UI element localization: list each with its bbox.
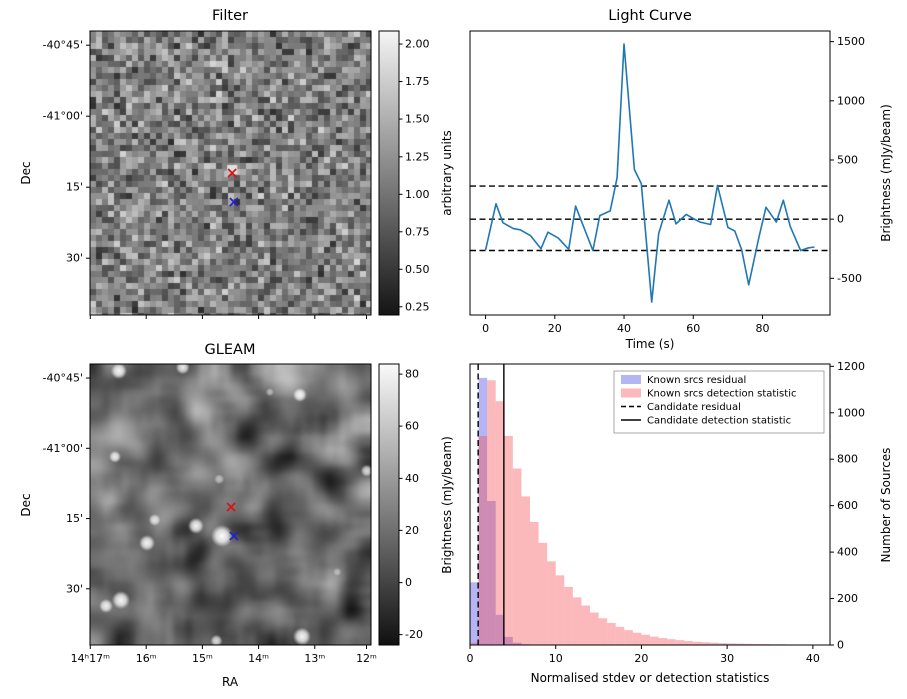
filter-colorbar-tick-label: 0.75 xyxy=(405,225,430,238)
light-curve-ytick-label: -500 xyxy=(837,272,862,285)
filter-ytick-label: -41°00' xyxy=(43,110,84,123)
filter-ylabel: Dec xyxy=(19,161,33,185)
light-curve-ytick-label: 500 xyxy=(837,153,858,166)
light-curve-xlabel: Time (s) xyxy=(625,337,675,351)
gleam-colorbar-tick-label: 60 xyxy=(405,420,419,433)
light-curve-ytick-label: 0 xyxy=(837,213,844,226)
light-curve-xtick-label: 0 xyxy=(482,322,489,335)
gleam-ytick-label: 30' xyxy=(66,582,83,595)
filter-colorbar xyxy=(379,31,399,315)
light-curve-ylabel: Brightness (mJy/beam) xyxy=(879,104,893,242)
gleam-xtick-label: 13ᵐ xyxy=(304,652,325,665)
histogram-ytick-label: 0 xyxy=(837,639,844,652)
gleam-xtick-label: 16ᵐ xyxy=(136,652,157,665)
gleam-colorbar-label: Brightness (mJy/beam) xyxy=(440,436,454,574)
histogram-xtick-label: 40 xyxy=(806,652,820,665)
light-curve-xtick-label: 40 xyxy=(617,322,631,335)
light-curve-line xyxy=(484,43,815,303)
histogram-ytick-label: 1000 xyxy=(837,406,865,419)
legend-label: Candidate detection statistic xyxy=(647,416,791,427)
light-curve-xtick-label: 80 xyxy=(756,322,770,335)
filter-colorbar-tick-label: 1.75 xyxy=(405,75,430,88)
filter-colorbar-tick-label: 0.25 xyxy=(405,300,430,313)
gleam-image xyxy=(90,364,371,645)
gleam-colorbar-tick-label: 20 xyxy=(405,524,419,537)
legend-swatch xyxy=(621,375,641,384)
filter-colorbar-tick-label: 2.00 xyxy=(405,38,430,51)
gleam-xtick-label: 15ᵐ xyxy=(192,652,213,665)
gleam-ytick-label: -41°00' xyxy=(43,442,84,455)
gleam-ytick-label: 15' xyxy=(66,512,83,525)
filter-ytick-label: 30' xyxy=(66,252,83,265)
legend-box xyxy=(613,370,825,434)
gleam-colorbar-tick-label: 0 xyxy=(405,576,412,589)
histogram-xlabel: Normalised stdev or detection statistics xyxy=(530,671,770,685)
filter-colorbar-tick-label: 1.50 xyxy=(405,113,430,126)
gleam-xtick-label: 12ᵐ xyxy=(356,652,377,665)
histogram-ytick-label: 1200 xyxy=(837,360,865,373)
histogram-xtick-label: 0 xyxy=(467,652,474,665)
light-curve-title: Light Curve xyxy=(608,8,692,24)
filter-ytick-label: 15' xyxy=(66,181,83,194)
gleam-colorbar-tick-label: -20 xyxy=(405,628,423,641)
legend-label: Known srcs residual xyxy=(647,375,746,386)
legend-label: Known srcs detection statistic xyxy=(647,389,796,400)
gleam-ytick-label: -40°45' xyxy=(43,372,84,385)
filter-colorbar-tick-label: 0.50 xyxy=(405,263,430,276)
gleam-colorbar-tick-label: 40 xyxy=(405,472,419,485)
hist-series xyxy=(470,377,548,645)
histogram-ytick-label: 800 xyxy=(837,453,858,466)
legend-label: Candidate residual xyxy=(647,402,741,413)
histogram-frame xyxy=(469,363,831,646)
filter-colorbar-tick-label: 1.25 xyxy=(405,150,430,163)
filter-colorbar-tick-label: 1.00 xyxy=(405,188,430,201)
gleam-ylabel: Dec xyxy=(19,493,33,517)
light-curve-xtick-label: 20 xyxy=(548,322,562,335)
gleam-xlabel: RA xyxy=(221,675,239,689)
light-curve-ytick-label: 1000 xyxy=(837,94,865,107)
histogram-xtick-label: 10 xyxy=(549,652,563,665)
light-curve-xtick-label: 60 xyxy=(686,322,700,335)
histogram-ytick-label: 600 xyxy=(837,499,858,512)
legend-swatch xyxy=(621,388,641,398)
filter-ytick-label: -40°45' xyxy=(43,39,84,52)
histogram-xtick-label: 30 xyxy=(720,652,734,665)
light-curve-frame xyxy=(469,30,831,316)
light-curve-ytick-label: 1500 xyxy=(837,35,865,48)
hist-series xyxy=(470,380,830,645)
histogram-ytick-label: 200 xyxy=(837,592,858,605)
gleam-colorbar xyxy=(379,364,399,645)
histogram-xtick-label: 20 xyxy=(634,652,648,665)
gleam-title: GLEAM xyxy=(204,342,256,358)
filter-colorbar-label: arbitrary units xyxy=(440,130,454,216)
filter-image xyxy=(90,31,371,315)
gleam-xtick-label: 14ᵐ xyxy=(248,652,269,665)
gleam-xtick-label: 14ʰ17ᵐ xyxy=(71,652,110,665)
filter-title: Filter xyxy=(212,8,248,24)
gleam-colorbar-tick-label: 80 xyxy=(405,368,419,381)
histogram-ytick-label: 400 xyxy=(837,546,858,559)
histogram-ylabel: Number of Sources xyxy=(879,447,893,563)
